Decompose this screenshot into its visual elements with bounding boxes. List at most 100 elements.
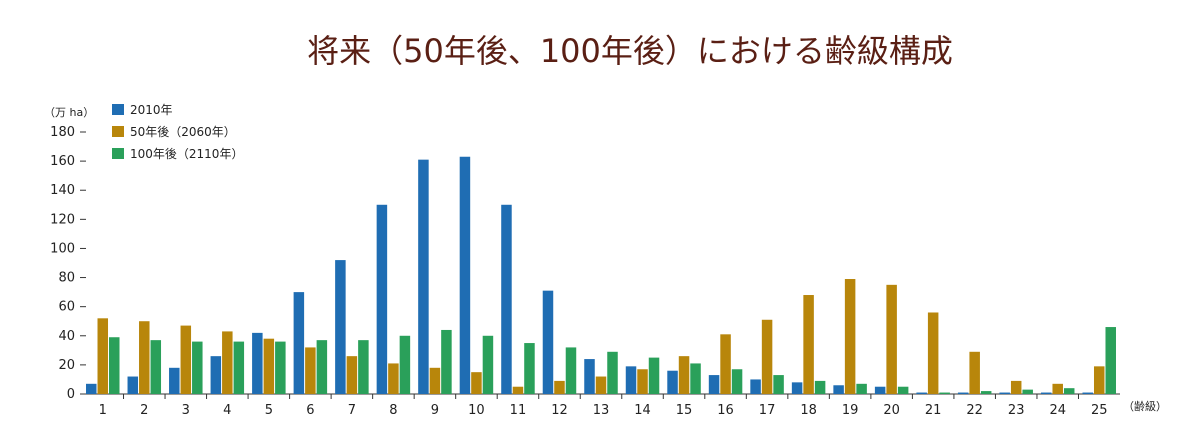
y-tick-label: 40 [58, 329, 75, 344]
x-tick-label: 24 [1049, 403, 1066, 418]
bar [210, 356, 222, 394]
bar [773, 375, 784, 394]
y-tick-label: 60 [58, 300, 75, 315]
y-tick-label: 180 [50, 125, 75, 140]
x-tick-label: 25 [1091, 403, 1108, 418]
bar [803, 295, 814, 394]
x-tick-label: 1 [99, 403, 107, 418]
legend-swatch [112, 104, 124, 115]
bar [1082, 392, 1093, 394]
bar [376, 204, 388, 394]
x-tick-label: 15 [676, 403, 693, 418]
x-tick-label: 11 [510, 403, 527, 418]
bar [358, 340, 369, 394]
y-tick-label: 120 [50, 212, 75, 227]
bar [293, 292, 305, 394]
x-axis-unit: （齢級） [1123, 399, 1167, 413]
x-tick-label: 10 [468, 403, 485, 418]
legend-label: 2010年 [130, 103, 173, 117]
bar [833, 385, 844, 394]
bar [346, 356, 358, 394]
bar [1063, 388, 1075, 394]
bar [939, 392, 950, 394]
bar [169, 367, 180, 394]
bar [335, 260, 346, 394]
bar [690, 363, 701, 394]
bar [667, 370, 678, 394]
bar [969, 351, 980, 394]
bar [233, 341, 245, 394]
bar [97, 318, 109, 394]
bar [109, 337, 120, 394]
bar [222, 331, 233, 394]
bar [388, 363, 399, 394]
y-tick-label: 80 [58, 271, 75, 286]
y-tick-label: 100 [50, 241, 75, 256]
x-tick-label: 4 [223, 403, 231, 418]
bar [927, 312, 939, 394]
bar [625, 366, 637, 394]
bar [1052, 383, 1063, 394]
bar [554, 380, 565, 394]
bar [565, 347, 577, 394]
bar [708, 375, 720, 394]
x-tick-label: 7 [348, 403, 356, 418]
x-tick-label: 14 [634, 403, 651, 418]
bar [916, 392, 927, 394]
legend-swatch [112, 126, 124, 137]
x-tick-label: 22 [966, 403, 983, 418]
x-tick-label: 13 [593, 403, 610, 418]
y-tick-label: 140 [50, 183, 75, 198]
bar [429, 367, 441, 394]
bar [980, 391, 992, 394]
bar [844, 279, 856, 394]
legend-swatch [112, 148, 124, 159]
chart-title: 将来（50年後、100年後）における齢級構成 [307, 32, 953, 70]
bar [678, 356, 690, 394]
bar [856, 383, 867, 394]
bar [1010, 380, 1022, 394]
bar [180, 325, 192, 394]
bar [595, 376, 607, 394]
bar [1040, 392, 1052, 394]
x-tick-label: 8 [389, 403, 397, 418]
bar [139, 321, 150, 394]
bar [814, 380, 826, 394]
bar [731, 369, 743, 394]
bar [399, 335, 411, 394]
x-tick-label: 6 [306, 403, 314, 418]
x-tick-label: 21 [925, 403, 942, 418]
bar [542, 290, 554, 394]
x-tick-label: 16 [717, 403, 734, 418]
legend-label: 50年後（2060年） [130, 125, 236, 139]
bar [459, 156, 471, 394]
x-tick-label: 18 [800, 403, 817, 418]
y-tick-label: 20 [58, 358, 75, 373]
x-tick-label: 23 [1008, 403, 1025, 418]
bar [524, 343, 535, 394]
x-tick-label: 5 [265, 403, 273, 418]
legend-label: 100年後（2110年） [130, 147, 243, 161]
bar [1093, 366, 1105, 394]
x-tick-label: 3 [182, 403, 190, 418]
x-tick-label: 12 [551, 403, 568, 418]
bar [441, 329, 452, 394]
bar [86, 383, 97, 394]
bar [127, 376, 139, 394]
bar [471, 372, 482, 394]
bar [720, 334, 731, 394]
bar [750, 379, 761, 394]
bar [1105, 327, 1116, 394]
y-tick-label: 0 [67, 387, 75, 402]
legend: 2010年 50年後（2060年） 100年後（2110年） [112, 103, 243, 161]
bar [761, 319, 773, 394]
bar [150, 340, 162, 394]
x-tick-label: 2 [140, 403, 148, 418]
bar [305, 347, 316, 394]
bar [501, 204, 512, 394]
bar [897, 386, 909, 394]
bar [192, 341, 203, 394]
bar [316, 340, 328, 394]
bar [418, 159, 429, 394]
